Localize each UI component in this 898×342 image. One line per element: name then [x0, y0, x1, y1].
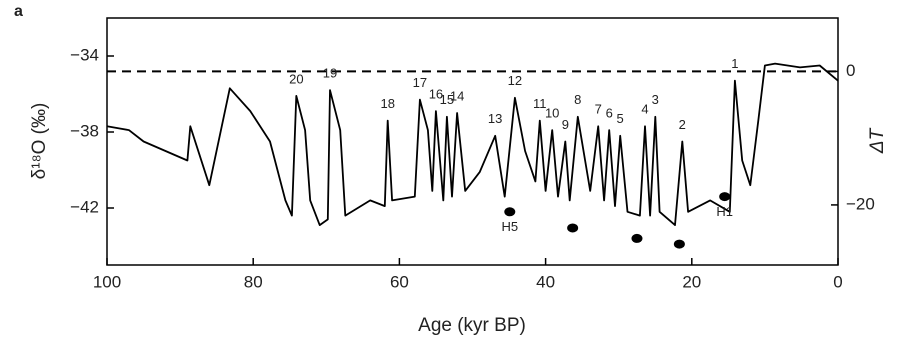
event-label: 20	[289, 71, 303, 86]
event-label: 13	[488, 111, 502, 126]
plot-frame	[106, 17, 839, 266]
event-label: 15	[440, 92, 454, 107]
heinrich-dot	[631, 233, 643, 243]
x-tick-label: 20	[682, 272, 701, 291]
y2-tick-label: −20	[846, 194, 875, 213]
event-label: 12	[508, 73, 522, 88]
x-tick-label: 0	[833, 272, 842, 291]
event-label: 19	[323, 66, 337, 81]
y-axis-label: δ¹⁸O (‰)	[29, 103, 50, 180]
event-label: 16	[429, 87, 443, 102]
heinrich-dot	[719, 192, 731, 202]
event-label: 10	[545, 106, 559, 121]
x-axis-label: Age (kyr BP)	[418, 315, 526, 336]
x-tick-label: 40	[536, 272, 555, 291]
y-tick-label: −42	[70, 197, 99, 216]
event-label: 11	[533, 96, 547, 111]
y2-axis-label: ΔT	[867, 127, 888, 154]
event-label: 18	[380, 96, 394, 111]
heinrich-dot	[567, 223, 579, 233]
y-tick-label: −38	[70, 121, 99, 140]
event-label: 5	[617, 111, 624, 126]
event-label: 14	[450, 88, 464, 103]
y2-tick-label: 0	[846, 61, 855, 80]
x-tick-label: 100	[93, 272, 121, 291]
x-tick-label: 80	[244, 272, 263, 291]
event-label: 3	[652, 92, 659, 107]
heinrich-label: H5	[501, 219, 518, 234]
event-label: 9	[562, 117, 569, 132]
heinrich-dot	[504, 207, 516, 217]
heinrich-label: H1	[716, 204, 733, 219]
x-tick-label: 60	[390, 272, 409, 291]
event-label: 1	[731, 56, 738, 71]
panel-label: a	[14, 3, 23, 20]
event-label: 17	[413, 75, 427, 90]
event-label: 8	[574, 92, 581, 107]
event-label: 4	[641, 102, 648, 117]
heinrich-dot	[673, 239, 685, 249]
y-tick-label: −34	[70, 45, 99, 64]
event-label: 7	[595, 102, 602, 117]
event-label: 6	[606, 106, 613, 121]
data-line	[106, 62, 839, 226]
event-label: 2	[679, 117, 686, 132]
